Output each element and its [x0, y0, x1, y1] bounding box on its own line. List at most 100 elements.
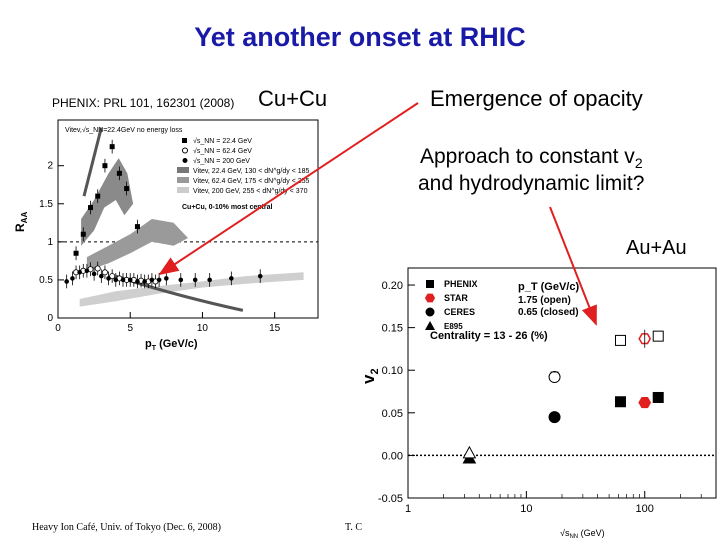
v2-legend-pt-closed: 0.65 (closed)	[518, 307, 579, 318]
v2-y-tick-label: 0.15	[382, 323, 403, 335]
raa-band-200gev	[79, 272, 304, 307]
approach-text: Approach to constant v	[420, 145, 635, 168]
raa-point-62gev	[109, 273, 116, 280]
slide-title: Yet another onset at RHIC	[194, 22, 526, 52]
v2-data-marks	[462, 329, 664, 464]
auau-label: Au+Au	[626, 237, 687, 259]
v2-x-tick-label: 1	[405, 503, 411, 515]
raa-legend-header: Vitev,√s_NN=22.4GeV no energy loss	[65, 126, 183, 134]
raa-xlabel-p: p	[145, 338, 152, 350]
raa-band-no-eloss	[82, 127, 103, 197]
raa-point-200gev	[77, 270, 82, 275]
v2-legend-entry: E895	[444, 322, 463, 331]
v2-legend-pt-header: p_T (GeV/c)	[518, 281, 579, 293]
emergence-of-opacity-label: Emergence of opacity	[430, 86, 643, 111]
v2-point-ceres	[548, 411, 561, 424]
v2-point-star	[638, 397, 652, 409]
raa-point-200gev	[207, 277, 212, 283]
approach-label-line2: and hydrodynamic limit?	[418, 172, 645, 195]
raa-ylabel-sub: AA	[20, 212, 29, 224]
v2-legend-entry: STAR	[444, 293, 468, 303]
raa-y-tick-label: 2	[47, 161, 53, 172]
raa-y-tick-label: 0	[47, 313, 53, 324]
raa-point-22gev	[88, 205, 93, 211]
v2-legend-marker	[425, 307, 435, 317]
raa-ylabel-r: R	[13, 223, 27, 232]
raa-point-62gev	[101, 269, 108, 276]
v2-point-phenix	[614, 334, 626, 346]
v2-legend-entry: PHENIX	[444, 279, 478, 289]
v2-xlabel-unit: (GeV)	[578, 528, 605, 538]
v2-point-phenix	[652, 391, 664, 403]
raa-y-tick-label: 1	[47, 237, 53, 248]
v2-ylabel-sub: 2	[369, 368, 381, 374]
raa-point-200gev	[64, 279, 69, 284]
approach-label-line1: Approach to constant v2	[420, 145, 643, 171]
raa-x-tick-label: 5	[127, 323, 133, 334]
raa-point-200gev	[135, 279, 140, 284]
raa-point-200gev	[120, 277, 126, 283]
raa-x-tick-label: 15	[269, 323, 281, 334]
raa-point-200gev	[84, 268, 90, 274]
raa-point-200gev	[113, 277, 119, 283]
v2-y-tick-label: 0.20	[382, 280, 403, 292]
v2-legend-entry: CERES	[444, 307, 475, 317]
raa-xlabel-sub: T	[152, 345, 157, 352]
raa-point-200gev	[192, 277, 198, 283]
v2-x-axis-label: √sNN (GeV)	[560, 528, 605, 540]
v2-xlabel-sqrt: √s	[560, 528, 570, 538]
raa-data-marks	[64, 139, 263, 289]
raa-xlabel-unit: (GeV/c)	[156, 338, 198, 350]
v2-xlabel-sub: NN	[569, 534, 578, 540]
raa-point-200gev	[156, 277, 162, 283]
raa-point-200gev	[70, 276, 75, 281]
v2-y-tick-label: 0.00	[382, 450, 403, 462]
raa-point-22gev	[124, 186, 130, 192]
raa-point-62gev	[94, 265, 101, 272]
v2-legend-marker	[424, 293, 436, 303]
raa-point-200gev	[142, 279, 147, 284]
v2-legend-marker	[426, 280, 434, 288]
raa-point-200gev	[229, 276, 234, 281]
v2-y-tick-label: 0.05	[382, 408, 403, 420]
footer-left: Heavy Ion Café, Univ. of Tokyo (Dec. 6, …	[32, 522, 221, 533]
raa-point-200gev	[99, 273, 104, 279]
v2-annotation: Centrality = 13 - 26 (%)	[430, 330, 548, 342]
raa-point-22gev	[102, 163, 108, 169]
v2-point-phenix	[614, 396, 626, 408]
v2-y-axis-label: v2	[359, 368, 381, 384]
raa-x-tick-label: 10	[197, 323, 209, 334]
v2-legend-pt-open: 1.75 (open)	[518, 295, 571, 306]
approach-subscript: 2	[634, 155, 643, 172]
raa-point-200gev	[91, 271, 97, 277]
raa-x-tick-label: 0	[55, 323, 61, 334]
v2-x-tick-label: 10	[520, 503, 532, 515]
raa-y-tick-label: 1.5	[39, 199, 53, 210]
raa-point-22gev	[95, 193, 101, 199]
raa-point-22gev	[73, 250, 79, 256]
raa-band-22gev	[81, 158, 134, 246]
raa-point-200gev	[164, 276, 169, 281]
raa-point-200gev	[149, 277, 155, 283]
v2-legend-marker	[425, 321, 435, 330]
v2-point-e895	[462, 445, 477, 459]
v2-legend: PHENIX STAR CERES E895 p_T (GeV/c) 1.75 (open…	[424, 279, 579, 342]
raa-point-200gev	[257, 273, 263, 279]
raa-point-22gev	[116, 170, 122, 176]
footer-mid: T. C	[345, 522, 363, 533]
raa-x-axis-label: pT (GeV/c)	[145, 338, 198, 352]
raa-point-200gev	[178, 277, 184, 283]
v2-point-phenix	[652, 330, 664, 342]
v2-y-tick-label: -0.05	[378, 493, 403, 505]
raa-point-200gev	[106, 276, 111, 281]
v2-ylabel-v: v	[359, 374, 378, 384]
v2-y-tick-label: 0.10	[382, 365, 403, 377]
v2-x-tick-label: 100	[636, 503, 654, 515]
raa-point-22gev	[134, 224, 140, 230]
raa-y-tick-label: 0.5	[39, 275, 53, 286]
v2-point-ceres	[548, 371, 561, 384]
raa-point-22gev	[109, 144, 115, 150]
raa-y-axis-label: RAA	[13, 212, 29, 232]
raa-point-22gev	[80, 231, 86, 237]
